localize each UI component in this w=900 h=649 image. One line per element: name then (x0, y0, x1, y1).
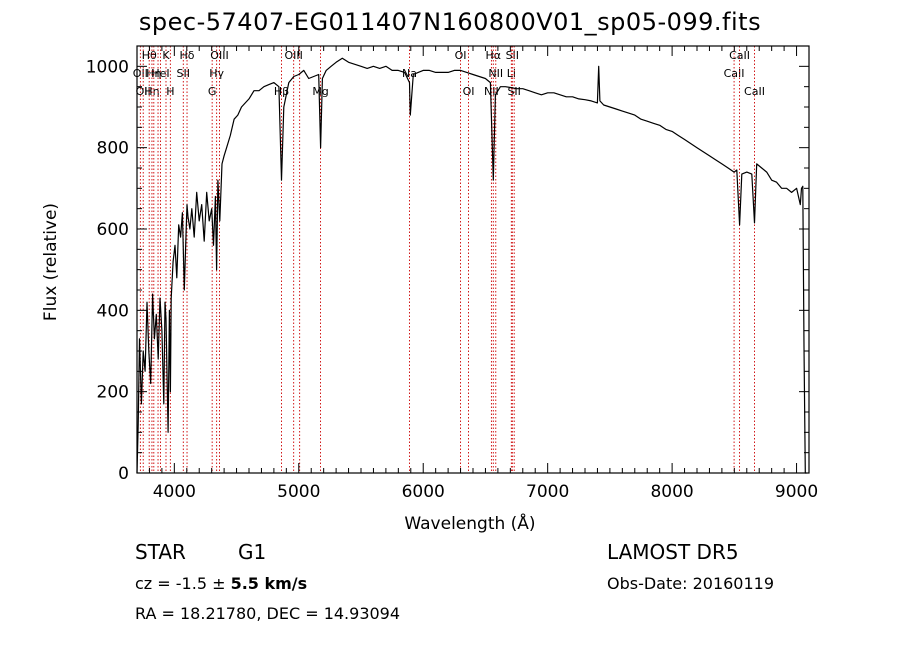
y-tick-label: 1000 (86, 57, 129, 77)
line-label: Li (507, 67, 516, 80)
line-label: Hδ (180, 49, 195, 62)
line-label: NII (484, 85, 499, 98)
line-label: Hβ (274, 85, 289, 98)
cz-value: -1.5 (175, 574, 207, 593)
y-axis-label: Flux (relative) (41, 203, 61, 321)
y-tick-label: 400 (97, 301, 129, 321)
redshift-line: cz = -1.5 ± 5.5 km/s (135, 574, 307, 593)
line-label: Hη (146, 67, 161, 80)
line-label: K (162, 49, 170, 62)
line-label: Hθ (142, 49, 157, 62)
line-label: H (166, 85, 174, 98)
x-axis-label: Wavelength (Å) (404, 512, 535, 534)
x-tick-label: 5000 (277, 482, 320, 502)
object-subclass: G1 (238, 540, 267, 564)
spectral-line-markers: OIIOIIHθHηHηHeIKHSIIHδGHγOIIIHβOIIIMgNaO… (133, 46, 765, 473)
object-class: STAR (135, 540, 186, 564)
y-tick-label: 600 (97, 220, 129, 240)
line-label: SII (177, 67, 190, 80)
y-tick-label: 800 (97, 139, 129, 159)
line-label: OI (463, 85, 475, 98)
chart-title: spec-57407-EG011407N160800V01_sp05-099.f… (138, 8, 762, 36)
spectrum-line (136, 57, 807, 474)
axes: 4000 5000 6000 7000 8000 9000 0 200 400 600 800 100… (86, 45, 818, 502)
line-label: Hγ (209, 67, 224, 80)
line-label: Hη (144, 85, 159, 98)
line-label: OII (136, 85, 151, 98)
x-tick-label: 8000 (650, 482, 693, 502)
line-label: G (208, 85, 217, 98)
cz-pm: ± (207, 574, 231, 593)
y-tick-label: 200 (97, 383, 129, 403)
line-label: NII (488, 67, 503, 80)
x-tick-label: 6000 (402, 482, 445, 502)
line-label: OIII (210, 49, 228, 62)
cz-error: 5.5 (230, 574, 259, 593)
line-label: Mg (312, 85, 328, 98)
line-label: Hα (486, 49, 502, 62)
ra-dec-coordinates: RA = 18.21780, DEC = 14.93094 (135, 604, 401, 623)
plot-frame (136, 45, 810, 474)
line-label: CaII (744, 85, 765, 98)
x-tick-label: 9000 (775, 482, 818, 502)
x-tick-label: 4000 (153, 482, 196, 502)
y-tick-label: 0 (118, 464, 129, 484)
cz-prefix: cz = (135, 574, 176, 593)
line-label: HeI (151, 67, 169, 80)
line-label: CaII (724, 67, 745, 80)
line-label: OI (455, 49, 467, 62)
observation-date: Obs-Date: 20160119 (607, 574, 775, 593)
line-label: OIII (284, 49, 302, 62)
cz-unit: km/s (258, 574, 308, 593)
x-tick-label: 7000 (526, 482, 569, 502)
line-label: SII (506, 49, 519, 62)
line-label: CaII (729, 49, 750, 62)
survey-name: LAMOST DR5 (607, 540, 739, 564)
